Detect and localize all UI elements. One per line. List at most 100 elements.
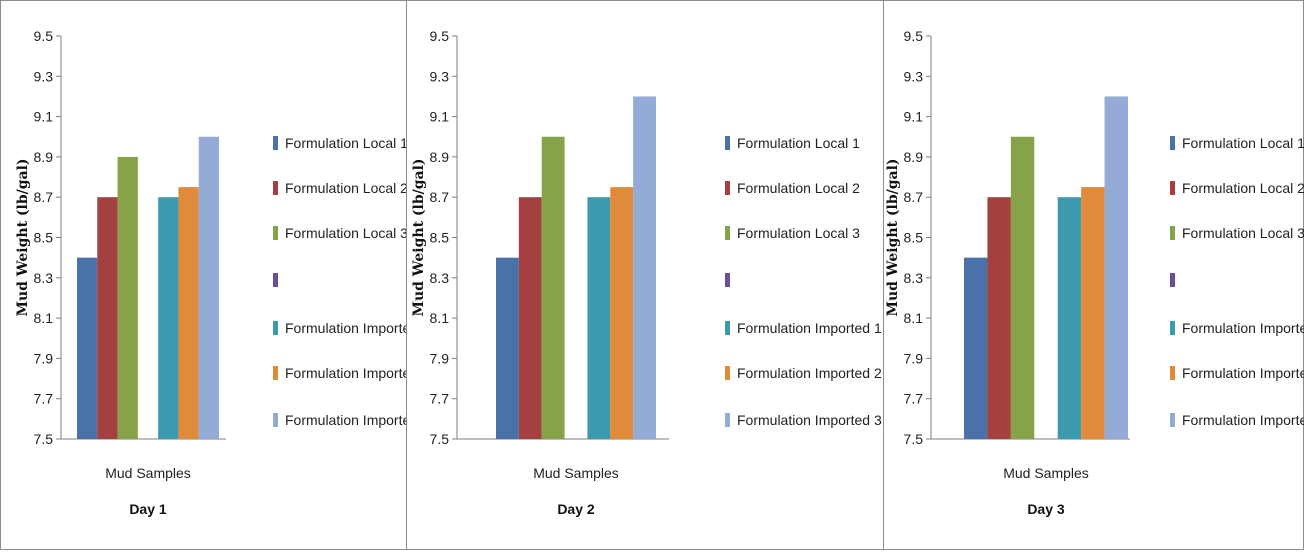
chart-svg: 7.5 7.7 7.9 8.1 8.3 8.5 8.7 8.9 9.1 9.3 9.5 Mud Wei… [15,28,408,517]
legend-label: Formulation Local 2 [737,180,860,196]
chart-title: Day 1 [129,501,167,517]
y-tick-label: 8.1 [904,310,924,326]
y-tick-label: 7.9 [34,350,54,366]
bar-formulation-local-2 [987,197,1011,439]
y-tick-label: 8.5 [430,230,450,246]
legend-label: Formulation Imported 2 [1182,365,1304,381]
legend-swatch [725,321,730,335]
bar-formulation-local-3 [117,156,138,439]
legend-swatch [273,226,278,240]
chart-svg: 7.5 7.7 7.9 8.1 8.3 8.5 8.7 8.9 9.1 9.3 9.5 Mud Wei… [885,28,1304,517]
y-tick-label: 8.3 [34,270,54,286]
y-tick-label: 7.5 [430,431,450,447]
y-tick-label: 8.9 [430,149,450,165]
legend-swatch [1170,226,1175,240]
legend-swatch [273,321,278,335]
y-tick-label: 8.7 [430,189,450,205]
y-tick-label: 9.1 [34,109,54,125]
y-tick-label: 8.7 [904,189,924,205]
bar-formulation-imported-2 [1081,187,1105,439]
legend-label: Formulation Imported 2 [285,365,408,381]
legend-label: Formulation Imported 1 [1182,320,1304,336]
legend-swatch [1170,273,1175,287]
legend-label: Formulation Imported 1 [737,320,882,336]
legend-label: Formulation Imported 1 [285,320,408,336]
bar-formulation-local-3 [541,136,565,439]
legend-label: Formulation Local 3 [285,225,408,241]
legend-swatch [273,413,278,427]
y-tick-label: 8.5 [904,230,924,246]
y-tick-label: 8.1 [34,310,54,326]
y-tick-label: 7.9 [904,350,924,366]
y-tick-label: 8.9 [34,149,54,165]
y-tick-label: 7.7 [904,391,924,407]
legend-label: Formulation Imported 3 [1182,412,1304,428]
y-tick-label: 9.1 [904,109,924,125]
y-tick-label: 8.3 [430,270,450,286]
x-axis-label: Mud Samples [105,465,191,481]
legend-swatch [725,181,730,195]
bar-formulation-imported-3 [633,96,656,439]
y-tick-label: 7.7 [34,391,54,407]
bar-formulation-local-2 [97,197,118,439]
legend-swatch [725,413,730,427]
y-axis-title: Mud Weight (lb/gal) [885,158,901,316]
chart-panel-day-3: 7.5 7.7 7.9 8.1 8.3 8.5 8.7 8.9 9.1 9.3 9.5 Mud Wei… [883,0,1304,550]
bar-formulation-imported-3 [1104,96,1128,439]
y-axis-title: Mud Weight (lb/gal) [411,158,427,316]
legend-label: Formulation Imported 2 [737,365,882,381]
y-tick-label: 8.5 [34,230,54,246]
y-tick-label: 9.1 [430,109,450,125]
legend-swatch [725,273,730,287]
legend-swatch [725,136,730,150]
chart-panel-day-2: 7.5 7.7 7.9 8.1 8.3 8.5 8.7 8.9 9.1 9.3 9.5 Mud Wei… [406,0,884,550]
legend-swatch [1170,321,1175,335]
chart-title: Day 2 [557,501,595,517]
legend-swatch [725,366,730,380]
legend-label: Formulation Local 2 [1182,180,1304,196]
y-tick-label: 8.9 [904,149,924,165]
legend-swatch [273,181,278,195]
bar-formulation-imported-2 [610,187,634,439]
legend-label: Formulation Local 1 [285,135,408,151]
y-tick-label: 9.5 [34,28,54,44]
bar-formulation-local-1 [77,257,98,439]
chart-panel-day-1: 7.5 7.7 7.9 8.1 8.3 8.5 8.7 8.9 9.1 9.3 9.5 Mud Wei… [0,0,408,550]
y-tick-label: 8.3 [904,270,924,286]
y-tick-label: 7.7 [430,391,450,407]
y-tick-label: 8.7 [34,189,54,205]
y-tick-label: 9.3 [430,68,450,84]
y-tick-label: 7.5 [904,431,924,447]
legend-swatch [1170,366,1175,380]
bar-formulation-imported-1 [587,197,611,439]
legend-label: Formulation Local 3 [1182,225,1304,241]
x-axis-label: Mud Samples [1003,465,1089,481]
y-tick-label: 8.1 [430,310,450,326]
x-axis-label: Mud Samples [533,465,619,481]
legend-label: Formulation Local 1 [737,135,860,151]
chart-title: Day 3 [1027,501,1065,517]
bar-formulation-imported-2 [178,187,199,439]
y-tick-label: 9.5 [904,28,924,44]
legend-swatch [1170,136,1175,150]
legend-label: Formulation Local 1 [1182,135,1304,151]
legend-swatch [273,366,278,380]
bar-formulation-local-1 [964,257,988,439]
legend-swatch [273,273,278,287]
y-tick-label: 7.9 [430,350,450,366]
legend-swatch [273,136,278,150]
y-axis-title: Mud Weight (lb/gal) [15,158,31,316]
legend-swatch [725,226,730,240]
legend-label: Formulation Local 2 [285,180,408,196]
bar-formulation-local-3 [1010,136,1035,439]
y-tick-label: 7.5 [34,431,54,447]
chart-svg: 7.5 7.7 7.9 8.1 8.3 8.5 8.7 8.9 9.1 9.3 9.5 Mud Wei… [411,28,882,517]
bar-formulation-local-1 [496,257,519,439]
y-tick-label: 9.3 [904,68,924,84]
legend-label: Formulation Imported 3 [285,412,408,428]
legend-label: Formulation Local 3 [737,225,860,241]
bar-formulation-imported-1 [158,197,179,439]
bar-formulation-imported-3 [198,136,219,439]
legend-swatch [1170,181,1175,195]
